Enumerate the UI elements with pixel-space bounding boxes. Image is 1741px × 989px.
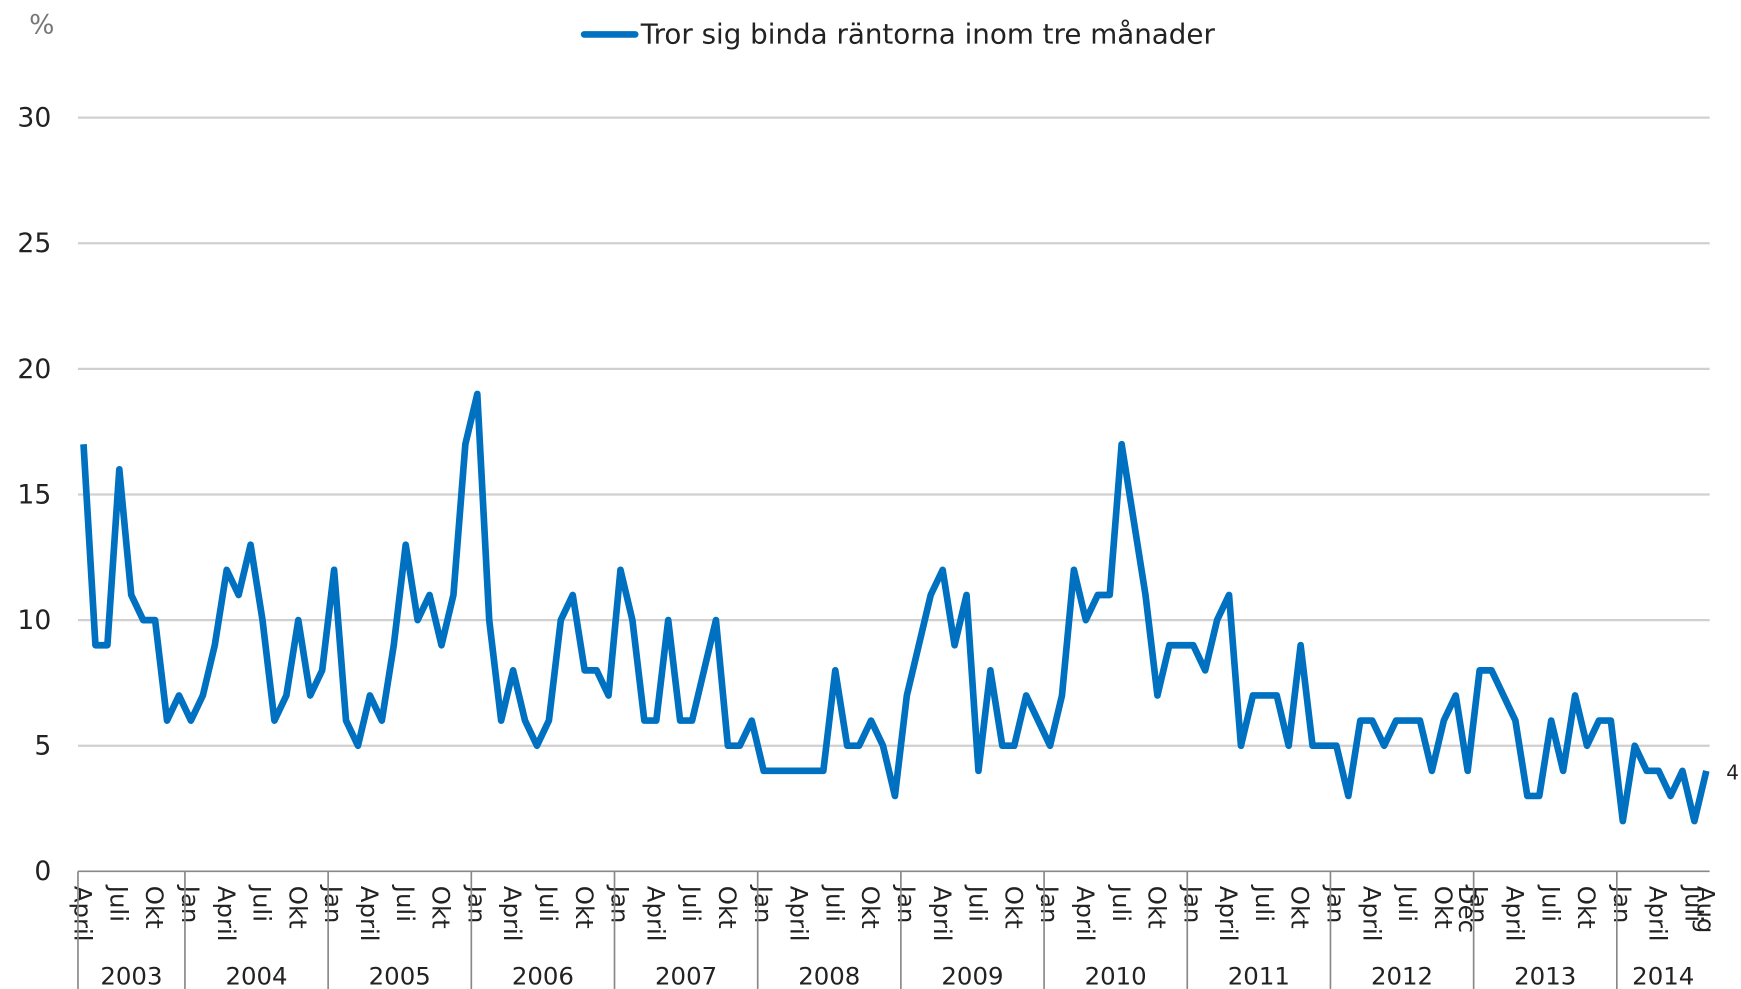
x-tick-label: April <box>928 886 957 942</box>
x-tick-label: Okt <box>1143 886 1172 929</box>
x-tick-label: Okt <box>427 886 456 929</box>
x-tick-label: Okt <box>1572 886 1601 929</box>
x-tick-label: Juli <box>534 884 563 922</box>
x-tick-label: Jan <box>176 884 205 924</box>
x-tick-label: Okt <box>1429 886 1458 929</box>
y-tick-label: 20 <box>17 354 51 385</box>
group-label: 2014 <box>1632 962 1694 989</box>
y-tick-label: 10 <box>17 605 51 636</box>
x-tick-label: April <box>69 886 98 942</box>
x-tick-label: Okt <box>570 886 599 929</box>
data-label: 4 <box>1726 761 1739 785</box>
x-tick-label: April <box>641 886 670 942</box>
x-tick-label: Okt <box>283 886 312 929</box>
x-tick-label: Jan <box>319 884 348 924</box>
x-tick-label: Dec <box>1453 886 1482 933</box>
x-tick-label: Jan <box>1608 884 1637 924</box>
group-label: 2004 <box>225 962 287 989</box>
x-tick-label: Juli <box>677 884 706 922</box>
group-label: 2003 <box>100 962 162 989</box>
x-tick-label: Jan <box>462 884 491 924</box>
group-label: 2013 <box>1514 962 1576 989</box>
x-tick-label: Okt <box>856 886 885 929</box>
group-label: 2012 <box>1371 962 1433 989</box>
x-tick-label: Juli <box>1107 884 1136 922</box>
x-tick-label: Jan <box>1322 884 1351 924</box>
x-tick-label: Jan <box>606 884 635 924</box>
x-tick-label: April <box>785 886 814 942</box>
group-label: 2009 <box>941 962 1003 989</box>
y-tick-label: 0 <box>34 856 51 887</box>
x-tick-label: Jan <box>1178 884 1207 924</box>
y-unit: % <box>29 9 54 40</box>
group-label: 2010 <box>1085 962 1147 989</box>
x-tick-label: April <box>1501 886 1530 942</box>
y-tick-label: 30 <box>17 103 51 134</box>
x-tick-label: Juli <box>820 884 849 922</box>
y-tick-label: 25 <box>17 228 51 259</box>
x-tick-label: April <box>1071 886 1100 942</box>
x-tick-label: April <box>212 886 241 942</box>
x-tick-label: Okt <box>999 886 1028 929</box>
x-tick-label: Okt <box>140 886 169 929</box>
x-tick-label: Jan <box>1465 884 1494 924</box>
x-tick-label: Jan <box>892 884 921 924</box>
x-tick-label: Juli <box>1393 884 1422 922</box>
x-tick-label: Juli <box>964 884 993 922</box>
group-label: 2005 <box>369 962 431 989</box>
x-tick-label: April <box>498 886 527 942</box>
legend-label: Tror sig binda räntorna inom tre månader <box>640 17 1216 50</box>
x-tick-label: April <box>1214 886 1243 942</box>
group-label: 2007 <box>655 962 717 989</box>
x-tick-label: Juli <box>1250 884 1279 922</box>
x-tick-label: Jan <box>749 884 778 924</box>
group-label: 2008 <box>798 962 860 989</box>
x-tick-label: Okt <box>1286 886 1315 929</box>
data-line <box>80 390 1710 825</box>
x-tick-label: April <box>1357 886 1386 942</box>
x-tick-label: Okt <box>713 886 742 929</box>
x-tick-label: Juli <box>104 884 133 922</box>
x-tick-label: April <box>355 886 384 942</box>
x-tick-label: Juli <box>391 884 420 922</box>
x-tick-label: April <box>1644 886 1673 942</box>
y-tick-label: 15 <box>17 479 51 510</box>
x-tick-label: Aug <box>1691 886 1720 934</box>
y-tick-label: 5 <box>34 731 51 762</box>
group-label: 2011 <box>1228 962 1290 989</box>
x-tick-label: Juli <box>1536 884 1565 922</box>
group-label: 2006 <box>512 962 574 989</box>
x-tick-label: Jan <box>1035 884 1064 924</box>
x-tick-label: Juli <box>248 884 277 922</box>
x-tick-label: Juli <box>1680 884 1709 922</box>
